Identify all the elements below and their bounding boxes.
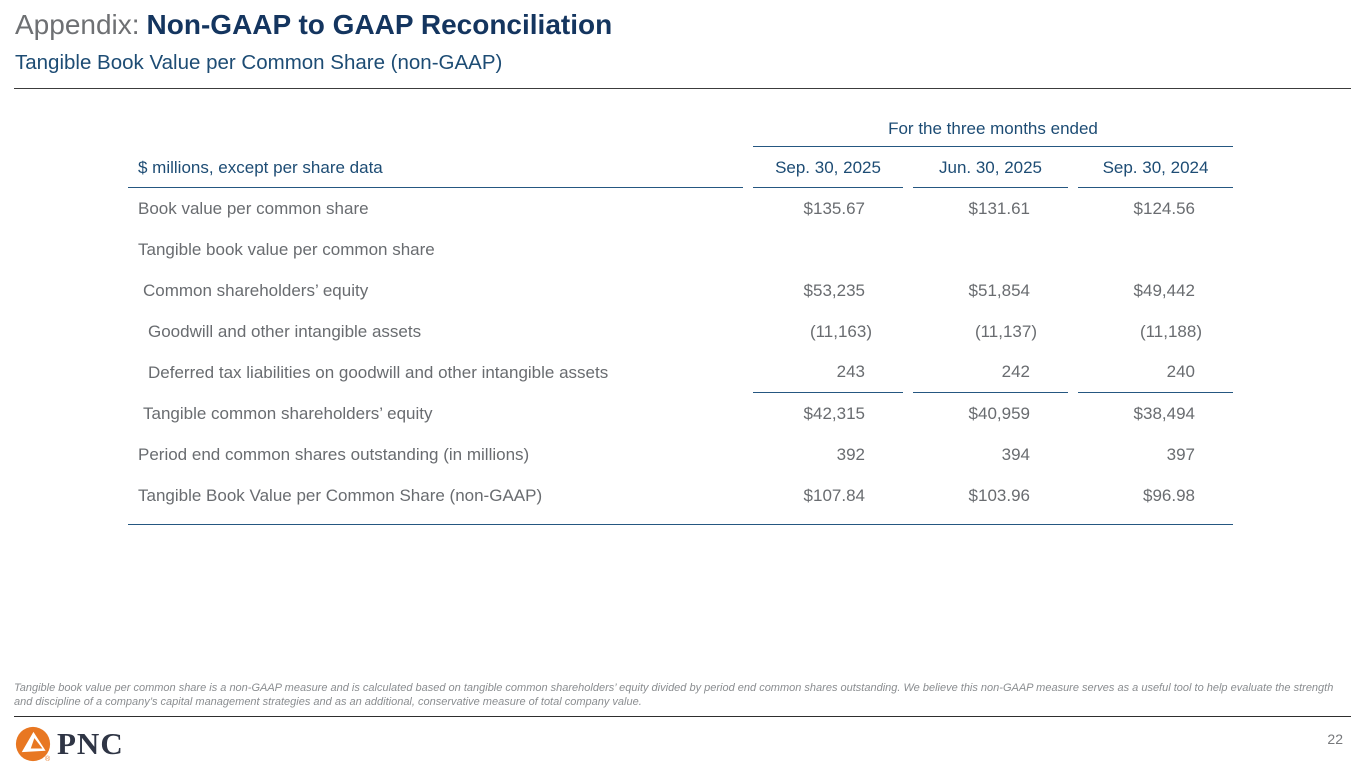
row-label: Common shareholders’ equity <box>143 280 369 300</box>
row-value: (11,188) <box>1139 321 1202 341</box>
row-label: Tangible common shareholders’ equity <box>143 403 433 423</box>
row-value: 394 <box>1001 444 1030 464</box>
row-value: $38,494 <box>1133 403 1195 423</box>
row-value: $107.84 <box>803 485 865 505</box>
column-header-sep-30-2024: Sep. 30, 2024 <box>1078 147 1233 188</box>
page-number: 22 <box>1327 731 1343 747</box>
table-bottom-divider <box>128 524 1233 525</box>
row-value: $103.96 <box>968 485 1030 505</box>
row-value: $131.61 <box>968 198 1030 218</box>
row-label: Book value per common share <box>138 198 369 218</box>
row-value <box>753 229 903 270</box>
footer-divider <box>14 716 1351 717</box>
title-main: Non-GAAP to GAAP Reconciliation <box>146 9 613 40</box>
table-corner-spacer <box>128 112 743 147</box>
row-label: Goodwill and other intangible assets <box>148 321 422 341</box>
row-value: $40,959 <box>968 403 1030 423</box>
pnc-logo-icon: ® <box>15 726 51 763</box>
row-value: 240 <box>1078 352 1233 393</box>
row-value: $51,854 <box>968 280 1030 300</box>
row-label: Period end common shares outstanding (in… <box>138 444 530 464</box>
row-label: Tangible book value per common share <box>138 239 435 259</box>
row-value: $42,315 <box>803 403 865 423</box>
registered-trademark-symbol: ® <box>45 756 51 763</box>
subtitle: Tangible Book Value per Common Share (no… <box>15 51 503 74</box>
row-value: (11,137) <box>974 321 1037 341</box>
row-value <box>1078 229 1233 270</box>
row-label: Deferred tax liabilities on goodwill and… <box>148 362 609 382</box>
row-value: $49,442 <box>1133 280 1195 300</box>
row-value: $96.98 <box>1143 485 1195 505</box>
pnc-logo-text: PNC <box>57 726 124 761</box>
row-value <box>913 229 1068 270</box>
row-value: 392 <box>836 444 865 464</box>
row-value: (11,163) <box>809 321 872 341</box>
title-prefix: Appendix: <box>15 9 140 40</box>
row-value: 243 <box>753 352 903 393</box>
column-header-jun-30-2025: Jun. 30, 2025 <box>913 147 1068 188</box>
table-group-header: For the three months ended <box>753 112 1233 147</box>
row-label: Tangible Book Value per Common Share (no… <box>138 485 543 505</box>
reconciliation-table: For the three months ended $ millions, e… <box>128 112 1233 525</box>
footnote: Tangible book value per common share is … <box>14 682 1334 708</box>
row-value: $135.67 <box>803 198 865 218</box>
header-divider <box>14 88 1351 89</box>
page-title: Appendix: Non-GAAP to GAAP Reconciliation <box>15 8 612 42</box>
column-header-sep-30-2025: Sep. 30, 2025 <box>753 147 903 188</box>
pnc-logo: ® PNC <box>15 726 124 763</box>
row-value: $53,235 <box>803 280 865 300</box>
row-value: 242 <box>913 352 1068 393</box>
table-row-header-label: $ millions, except per share data <box>128 147 743 188</box>
row-value: 397 <box>1166 444 1195 464</box>
row-value: $124.56 <box>1133 198 1195 218</box>
